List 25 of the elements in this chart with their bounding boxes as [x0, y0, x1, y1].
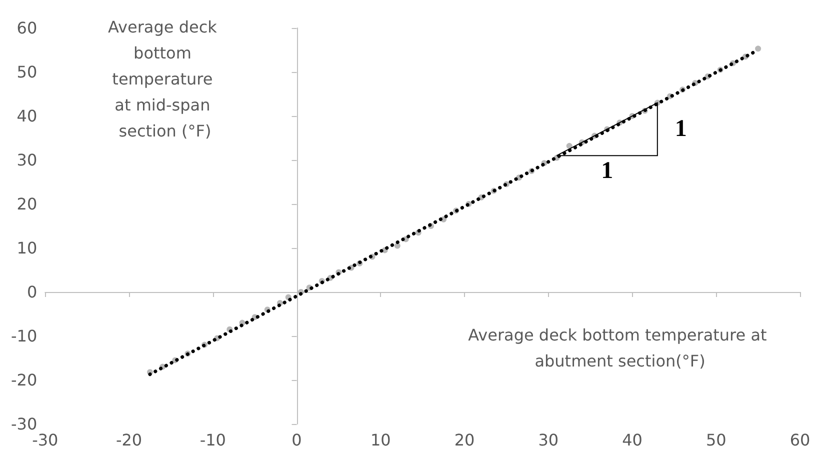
- x-tick-label: 40: [622, 430, 642, 450]
- y-tick-label: -20: [10, 370, 38, 390]
- y-axis-title: Average deck bottom temperature at mid-span section (°F): [108, 18, 222, 140]
- annotation: 1: [601, 158, 614, 184]
- y-tick-label: -30: [10, 414, 38, 434]
- y-tick-label: 40: [16, 106, 38, 126]
- y-tick-label: 60: [16, 18, 38, 38]
- x-tick-label: -20: [116, 430, 142, 450]
- x-axis-title: Average deck bottom temperature at abutment section(°F): [468, 326, 772, 370]
- x-tick-label: 10: [370, 430, 391, 450]
- point: [755, 46, 762, 52]
- y-tick-label: 0: [26, 282, 38, 302]
- y-tick-label: 10: [16, 238, 38, 258]
- x-tick-label: -10: [200, 430, 226, 450]
- x-tick-label: 50: [706, 430, 726, 450]
- annotation: 1: [674, 116, 687, 142]
- y-tick-label: 30: [16, 150, 38, 170]
- y-tick-label: -10: [10, 326, 38, 346]
- x-tick-label: 60: [790, 430, 810, 450]
- x-tick-label: 30: [538, 430, 559, 450]
- y-tick-label: 50: [16, 62, 38, 82]
- y-tick-label: 20: [16, 194, 38, 214]
- x-tick-label: -30: [32, 430, 58, 450]
- x-tick-label: 0: [292, 430, 302, 450]
- x-tick-label: 20: [454, 430, 475, 450]
